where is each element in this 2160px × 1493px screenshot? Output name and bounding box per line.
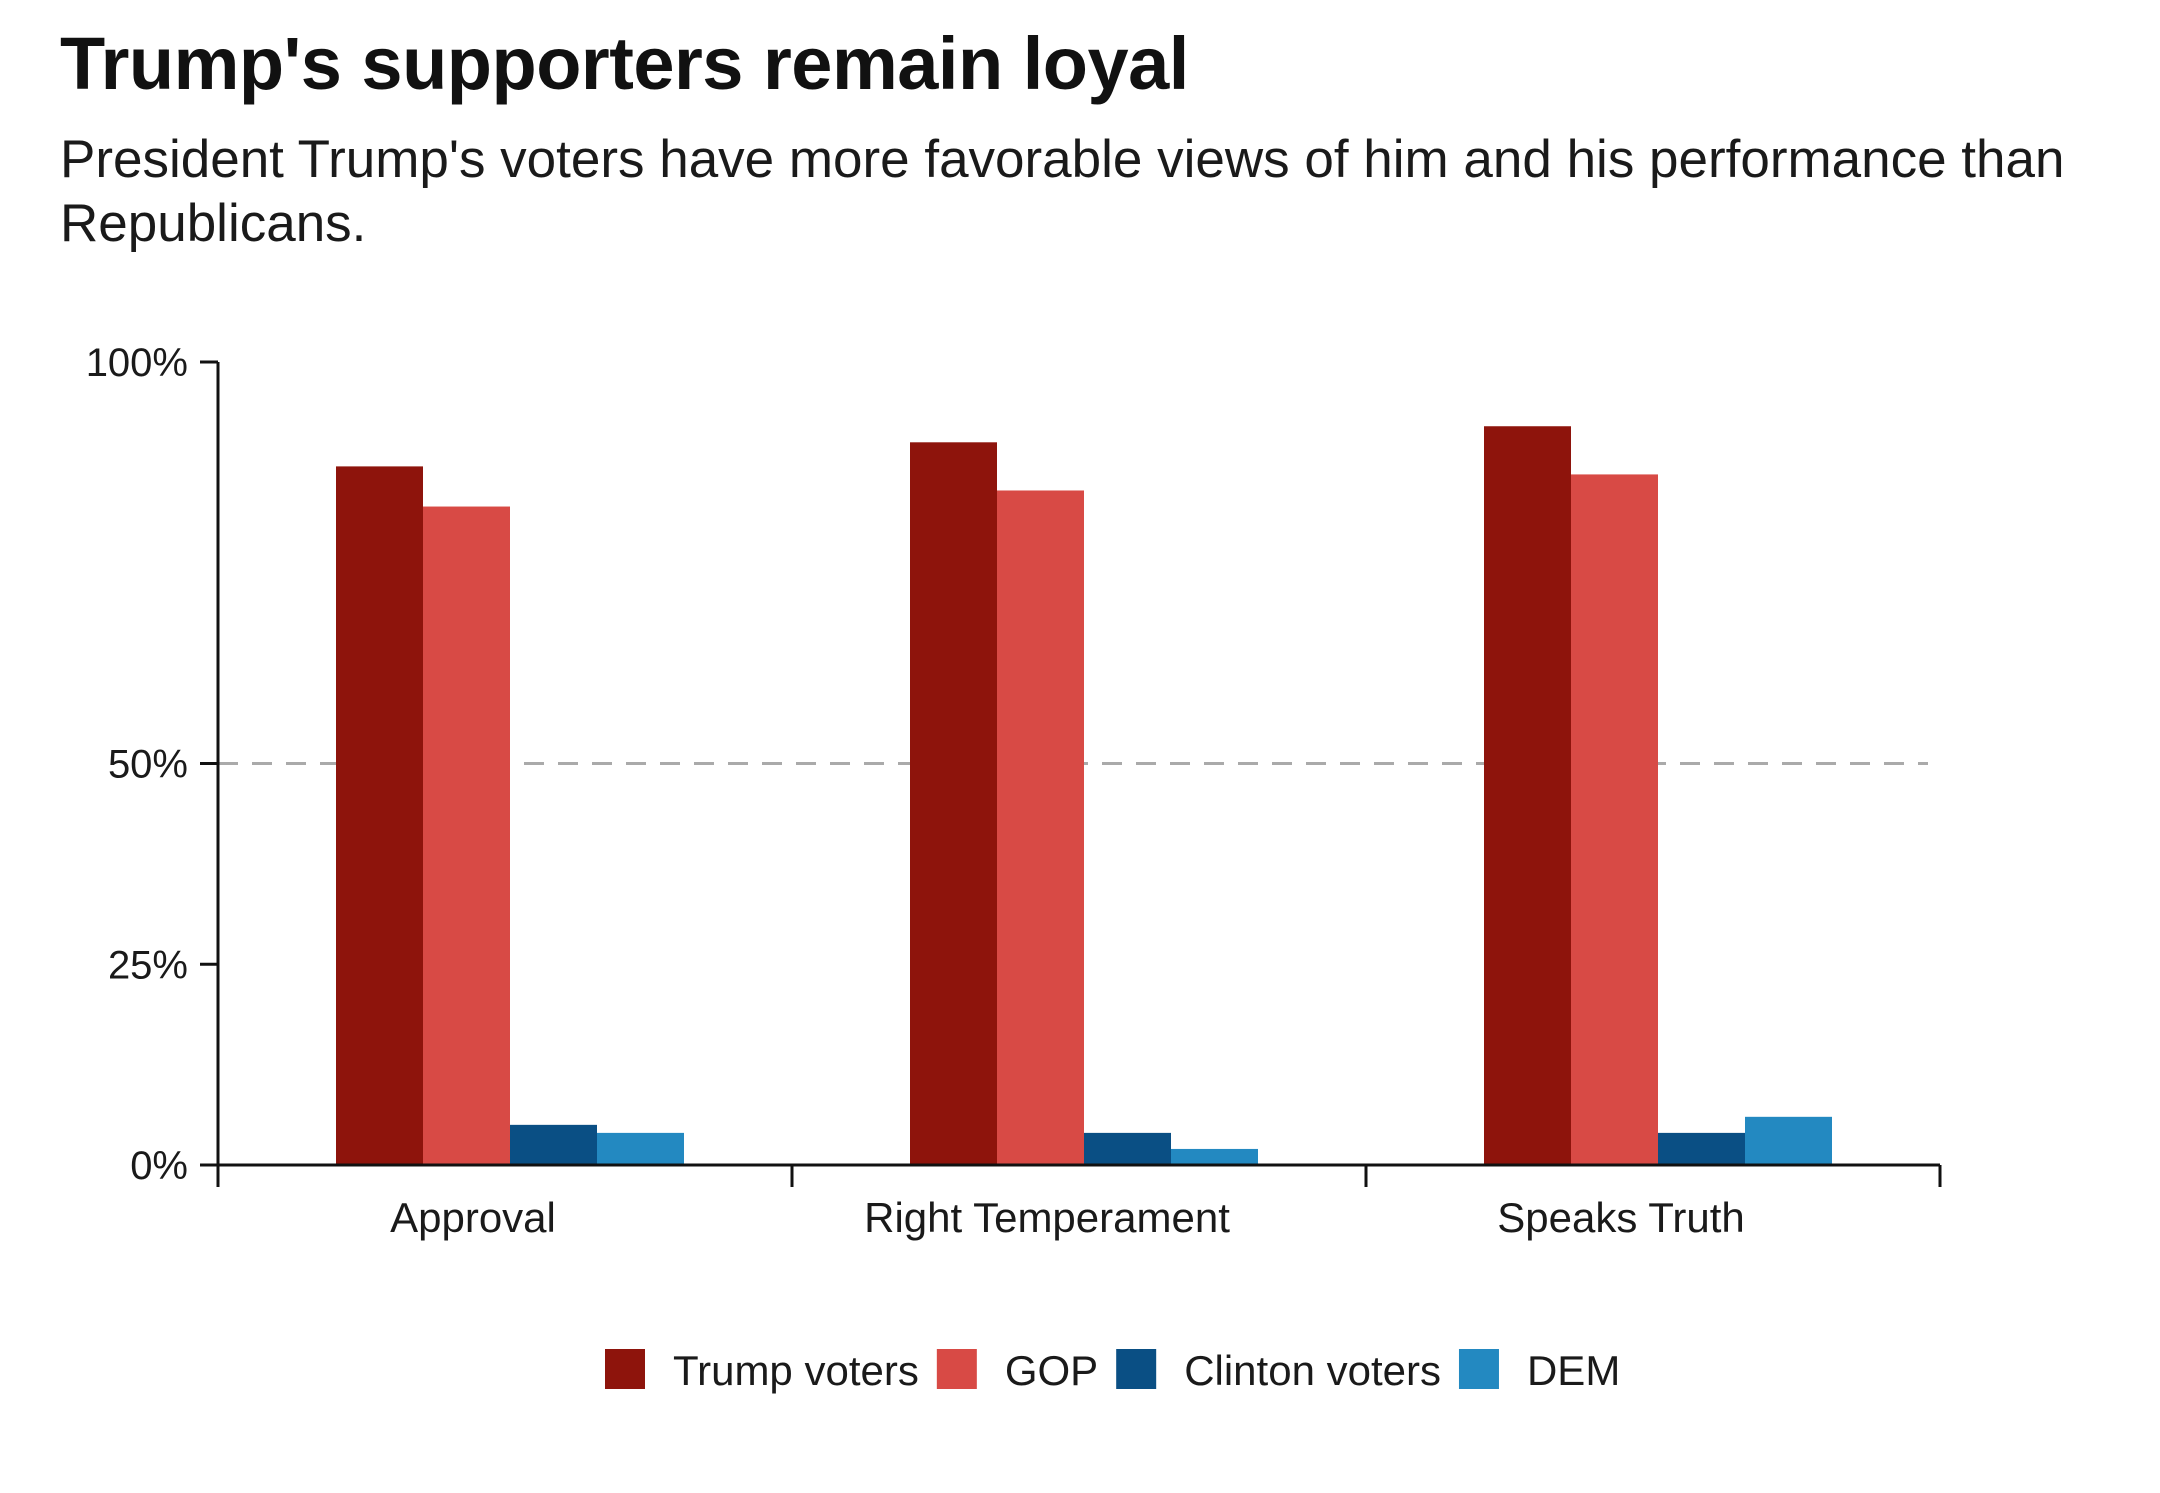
- bar-right-temperament-gop: [997, 490, 1084, 1166]
- y-tick-label: 100%: [86, 341, 188, 385]
- x-category-label: Approval: [390, 1194, 556, 1241]
- bar-right-temperament-trump-voters: [910, 442, 997, 1165]
- bar-speaks-truth-gop: [1571, 474, 1658, 1165]
- x-category-label: Speaks Truth: [1497, 1194, 1744, 1241]
- axes-layer: 0% 25% 50% 100% Approval Right Temperament Spe…: [86, 341, 1942, 1241]
- bar-approval-trump-voters: [336, 466, 423, 1165]
- legend-swatch: [1458, 1349, 1499, 1389]
- bar-approval-dem: [597, 1132, 684, 1165]
- bars-layer: [336, 426, 1832, 1166]
- bar-right-temperament-clinton-voters: [1084, 1132, 1171, 1165]
- legend-swatch: [936, 1349, 977, 1389]
- bar-speaks-truth-clinton-voters: [1658, 1132, 1745, 1165]
- chart-title: Trump's supporters remain loyal: [60, 22, 1189, 105]
- legend-item-clinton-voters: Clinton voters: [1116, 1347, 1441, 1394]
- bar-approval-clinton-voters: [510, 1124, 597, 1165]
- legend-swatch: [1116, 1349, 1157, 1389]
- y-tick-label: 0%: [130, 1144, 188, 1188]
- legend-label: GOP: [1005, 1347, 1098, 1394]
- legend-item-trump-voters: Trump voters: [605, 1347, 919, 1394]
- bar-speaks-truth-dem: [1745, 1116, 1832, 1165]
- y-tick-label: 50%: [108, 743, 188, 787]
- y-tick-label: 25%: [108, 943, 188, 987]
- legend-label: DEM: [1527, 1347, 1620, 1394]
- bar-right-temperament-dem: [1171, 1148, 1258, 1165]
- legend-item-dem: DEM: [1458, 1347, 1620, 1394]
- legend: Trump voters GOP Clinton voters DEM: [605, 1347, 1620, 1394]
- bar-speaks-truth-trump-voters: [1484, 426, 1571, 1165]
- x-category-label: Right Temperament: [864, 1194, 1230, 1241]
- legend-item-gop: GOP: [936, 1347, 1098, 1394]
- legend-label: Clinton voters: [1184, 1347, 1441, 1394]
- legend-label: Trump voters: [673, 1347, 919, 1394]
- chart-subtitle: President Trump's voters have more favor…: [60, 130, 2065, 253]
- bar-approval-gop: [423, 506, 510, 1165]
- legend-swatch: [605, 1349, 645, 1389]
